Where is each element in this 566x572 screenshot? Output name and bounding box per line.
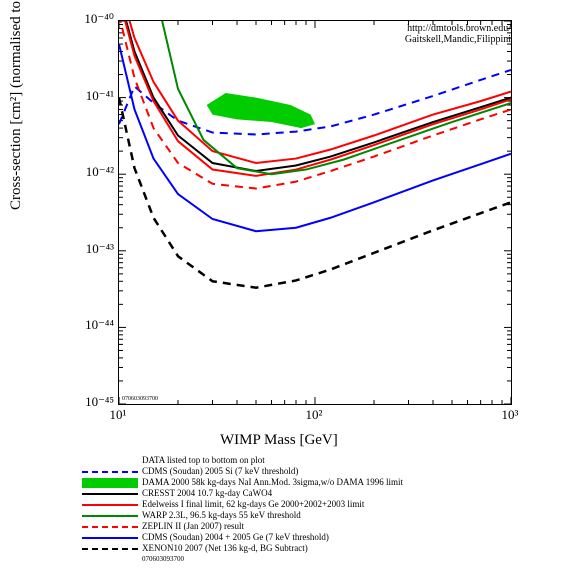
legend-item: XENON10 2007 (Net 136 kg-d, BG Subtract) [82, 543, 403, 554]
tick-label: 10⁻⁴¹ [86, 88, 114, 104]
curves-svg [119, 21, 511, 404]
tick-label: 10⁻⁴³ [86, 241, 114, 257]
curve-cdms-ge-2005 [119, 44, 511, 231]
legend-item: WARP 2.3L, 96.5 kg-days 55 keV threshold [82, 510, 403, 521]
legend-label: XENON10 2007 (Net 136 kg-d, BG Subtract) [142, 543, 308, 554]
legend-swatch [82, 533, 138, 543]
legend-label: CRESST 2004 10.7 kg-day CaWO4 [142, 488, 272, 499]
legend-item: CRESST 2004 10.7 kg-day CaWO4 [82, 488, 403, 499]
tick-label: 10⁻⁴⁴ [85, 317, 114, 333]
figure-root: Cross-section [cm²] (normalised to nucle… [0, 0, 566, 572]
legend-item: CDMS (Soudan) 2004 + 2005 Ge (7 keV thre… [82, 532, 403, 543]
legend-item: ZEPLIN II (Jan 2007) result [82, 521, 403, 532]
curve-zeplin-ii [119, 15, 511, 189]
legend-label: CDMS (Soudan) 2005 Si (7 keV threshold) [142, 466, 298, 477]
legend-header: DATA listed top to bottom on plot [142, 455, 265, 466]
legend-label: Edelweiss I final limit, 62 kg-days Ge 2… [142, 499, 364, 510]
legend-label: ZEPLIN II (Jan 2007) result [142, 521, 244, 532]
legend-swatch [82, 511, 138, 521]
y-axis-label: Cross-section [cm²] (normalised to nucle… [8, 0, 25, 210]
legend: DATA listed top to bottom on plot CDMS (… [82, 455, 403, 565]
tick-label: 10³ [502, 407, 519, 423]
legend-item: CDMS (Soudan) 2005 Si (7 keV threshold) [82, 466, 403, 477]
legend-swatch [82, 467, 138, 477]
legend-label: DAMA 2000 58k kg-days NaI Ann.Mod. 3sigm… [142, 477, 403, 488]
legend-swatch [82, 500, 138, 510]
legend-label: WARP 2.3L, 96.5 kg-days 55 keV threshold [142, 510, 301, 521]
legend-swatch [82, 478, 138, 488]
legend-swatch [82, 522, 138, 532]
tick-label: 10² [306, 407, 323, 423]
legend-item: DAMA 2000 58k kg-days NaI Ann.Mod. 3sigm… [82, 477, 403, 488]
legend-swatch [82, 544, 138, 554]
x-axis-label: WIMP Mass [GeV] [220, 432, 338, 449]
plot-area: http://dmtools.brown.edu/ Gaitskell,Mand… [118, 20, 512, 405]
curve-cdms-si-2005 [119, 70, 511, 135]
tick-label: 10⁻⁴⁰ [84, 11, 114, 27]
timestamp-legend: 070603093700 [142, 554, 184, 565]
legend-label: CDMS (Soudan) 2004 + 2005 Ge (7 keV thre… [142, 532, 329, 543]
legend-item: Edelweiss I final limit, 62 kg-days Ge 2… [82, 499, 403, 510]
tick-label: 10⁻⁴² [86, 164, 114, 180]
tick-label: 10⁻⁴⁵ [85, 394, 114, 410]
legend-swatch [82, 489, 138, 499]
dama-region [207, 93, 315, 128]
